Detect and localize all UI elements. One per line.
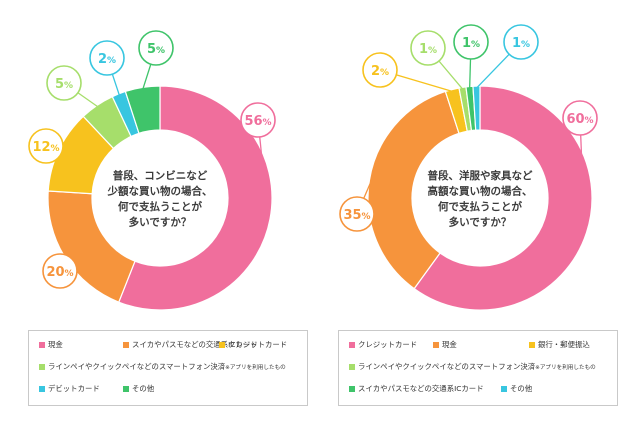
data-label: 56% xyxy=(244,114,271,129)
percent-bubble xyxy=(410,30,446,66)
data-label: 60% xyxy=(566,112,593,127)
legend-label: クレジットカード xyxy=(228,340,288,349)
legend-label: クレジットカード xyxy=(358,340,418,349)
legend-item: 現金 xyxy=(433,339,457,350)
legend-swatch xyxy=(219,341,225,348)
question-line: 高額な買い物の場合、 xyxy=(428,184,533,197)
legend-label: ラインペイやクイックペイなどのスマートフォン決済 xyxy=(358,362,536,371)
legend-swatch xyxy=(349,385,355,392)
percent-bubble xyxy=(453,24,489,60)
slice-6 xyxy=(124,85,161,135)
percent-bubble xyxy=(138,30,174,66)
legend-label: 銀行・郵便振込 xyxy=(538,340,590,349)
legend-label: その他 xyxy=(132,384,155,393)
legend-label: 現金 xyxy=(442,340,457,349)
question-line: 普段、コンビニなど xyxy=(113,169,208,182)
legend-label: その他 xyxy=(510,384,533,393)
data-label: 2% xyxy=(371,64,389,79)
legend-note: ※アプリを利用したもの xyxy=(535,364,596,371)
legend-swatch xyxy=(433,341,439,348)
legend-item: ラインペイやクイックペイなどのスマートフォン決済 ※アプリを利用したもの xyxy=(39,361,286,372)
legend-item: スイカやパスモなどの交通系ICカード xyxy=(123,339,258,350)
legend-swatch xyxy=(39,341,45,348)
data-label: 20% xyxy=(46,265,73,280)
legend-item: スイカやパスモなどの交通系ICカード xyxy=(349,383,484,394)
legend-item: クレジットカード xyxy=(219,339,287,350)
legend-item: その他 xyxy=(501,383,532,394)
percent-bubble xyxy=(362,52,398,88)
question-line: 普段、洋服や家具など xyxy=(428,169,533,182)
data-label: 2% xyxy=(98,52,116,67)
legend-label: スイカやパスモなどの交通系ICカード xyxy=(132,340,258,349)
leader-line xyxy=(579,117,586,233)
data-label: 1% xyxy=(512,36,530,51)
question-line: 何で支払うことが xyxy=(118,200,202,213)
question-line: 何で支払うことが xyxy=(438,200,522,213)
legend-chart-1: 現金 スイカやパスモなどの交通系ICカード クレジットカードラインペイやクイックペイ… xyxy=(28,330,308,406)
percent-bubble xyxy=(339,196,375,232)
percent-bubble xyxy=(503,24,539,60)
question-line: 多いですか？ xyxy=(449,215,512,228)
legend-item: クレジットカード xyxy=(349,339,417,350)
legend-note: ※アプリを利用したもの xyxy=(225,364,286,371)
legend-item: 現金 xyxy=(39,339,63,350)
data-label: 5% xyxy=(147,42,165,57)
slice-1 xyxy=(117,85,273,311)
legend-label: ラインペイやクイックペイなどのスマートフォン決済 xyxy=(48,362,226,371)
legend-item: ラインペイやクイックペイなどのスマートフォン決済 ※アプリを利用したもの xyxy=(349,361,596,372)
data-label: 35% xyxy=(343,208,370,223)
legend-swatch xyxy=(349,341,355,348)
legend-item: その他 xyxy=(123,383,154,394)
percent-bubble xyxy=(240,102,276,138)
legend-item: 銀行・郵便振込 xyxy=(529,339,590,350)
legend-label: 現金 xyxy=(48,340,63,349)
percent-bubble xyxy=(46,65,82,101)
legend-swatch xyxy=(501,385,507,392)
legend-swatch xyxy=(39,363,45,370)
data-label: 5% xyxy=(55,77,73,92)
legend-chart-2: クレジットカード 現金 銀行・郵便振込ラインペイやクイックペイなどのスマートフォン決… xyxy=(338,330,618,406)
slice-2 xyxy=(367,90,460,290)
legend-swatch xyxy=(529,341,535,348)
slice-6 xyxy=(472,85,481,131)
legend-item: デビットカード xyxy=(39,383,100,394)
question-line: 少額な買い物の場合、 xyxy=(107,184,213,197)
percent-bubble xyxy=(89,40,125,76)
percent-bubble xyxy=(562,100,598,136)
data-label: 12% xyxy=(32,140,59,155)
legend-label: デビットカード xyxy=(48,384,100,393)
legend-swatch xyxy=(123,341,129,348)
legend-swatch xyxy=(39,385,45,392)
question-line: 多いですか？ xyxy=(129,215,192,228)
legend-label: スイカやパスモなどの交通系ICカード xyxy=(358,384,484,393)
data-label: 1% xyxy=(462,36,480,51)
legend-swatch xyxy=(123,385,129,392)
percent-bubble xyxy=(28,128,64,164)
legend-swatch xyxy=(349,363,355,370)
data-label: 1% xyxy=(419,42,437,57)
percent-bubble xyxy=(42,253,78,289)
